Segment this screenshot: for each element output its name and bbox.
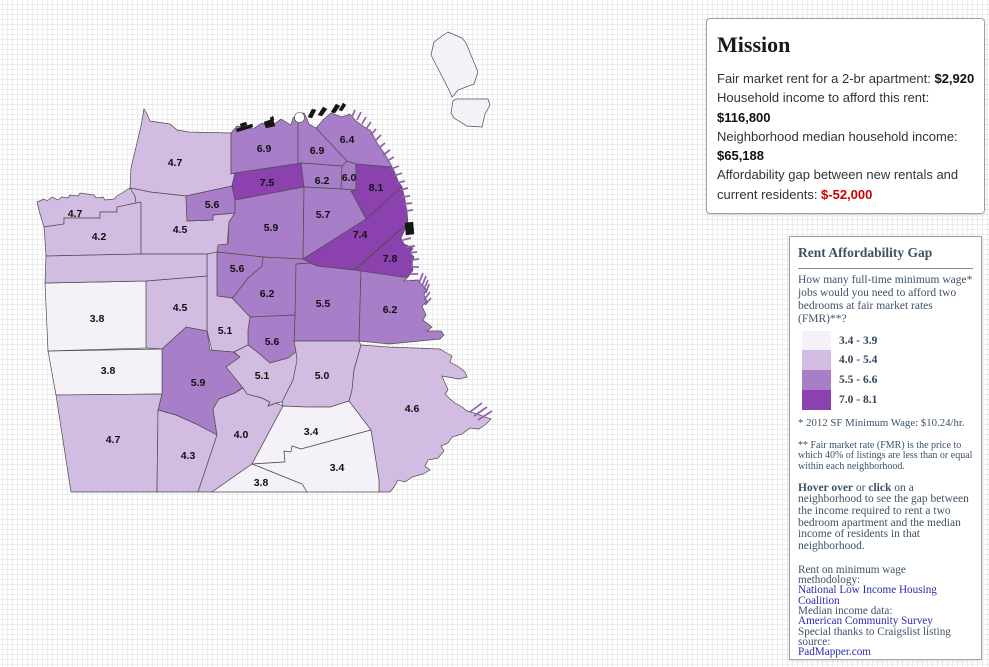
svg-text:4.2: 4.2 [92,231,107,243]
svg-text:4.5: 4.5 [173,302,188,314]
svg-text:6.0: 6.0 [342,172,357,184]
svg-text:7.8: 7.8 [383,253,398,265]
svg-text:4.0: 4.0 [234,429,249,441]
svg-text:5.1: 5.1 [218,325,233,337]
svg-text:3.4: 3.4 [304,426,319,438]
svg-text:5.9: 5.9 [191,377,206,389]
svg-text:4.7: 4.7 [106,434,121,446]
svg-text:4.3: 4.3 [181,450,196,462]
svg-text:5.5: 5.5 [316,298,331,310]
svg-text:4.5: 4.5 [173,224,188,236]
svg-text:5.6: 5.6 [205,199,220,211]
svg-text:6.9: 6.9 [257,143,272,155]
svg-text:4.7: 4.7 [168,157,183,169]
svg-text:4.7: 4.7 [68,208,83,220]
svg-text:5.0: 5.0 [315,370,330,382]
svg-text:6.2: 6.2 [260,288,275,300]
svg-text:8.1: 8.1 [369,182,384,194]
svg-text:5.9: 5.9 [264,222,279,234]
svg-text:5.7: 5.7 [316,209,331,221]
svg-text:4.6: 4.6 [405,403,420,415]
svg-text:6.9: 6.9 [310,145,325,157]
svg-text:6.4: 6.4 [340,134,355,146]
svg-text:3.8: 3.8 [90,313,105,325]
svg-text:6.2: 6.2 [383,304,398,316]
svg-text:3.8: 3.8 [101,365,116,377]
svg-text:5.6: 5.6 [265,336,280,348]
svg-text:3.8: 3.8 [254,477,269,489]
svg-text:7.5: 7.5 [260,177,275,189]
svg-text:3.4: 3.4 [330,462,345,474]
svg-text:5.1: 5.1 [255,370,270,382]
svg-text:7.4: 7.4 [353,229,368,241]
svg-text:5.6: 5.6 [230,263,245,275]
svg-text:6.2: 6.2 [315,175,330,187]
